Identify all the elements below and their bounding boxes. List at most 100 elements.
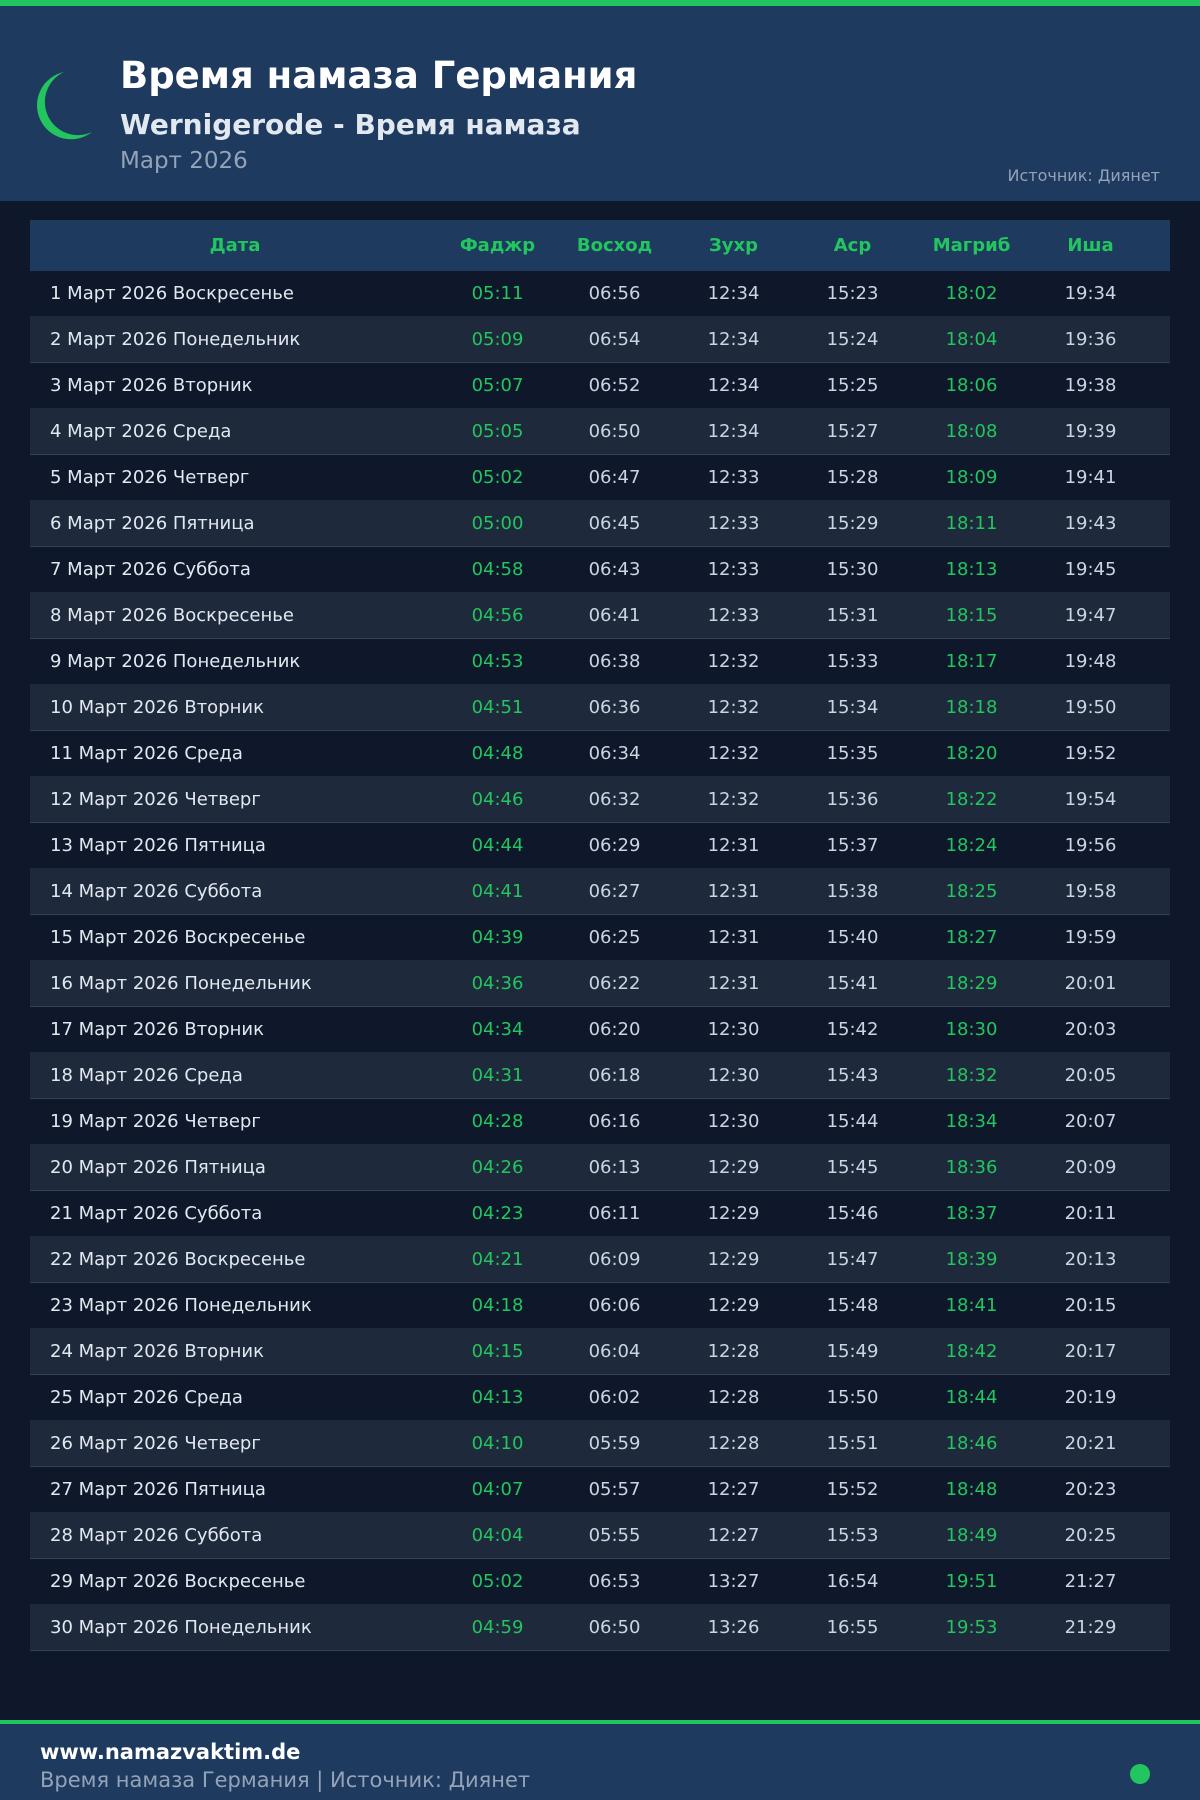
- time-cell: 18:36: [945, 1157, 998, 1178]
- time-cell: 06:09: [588, 1249, 641, 1270]
- table-row: 16 Март 2026 Понедельник 04:36 06:22 12:31 1…: [30, 961, 1170, 1007]
- time-cell: 20:13: [1064, 1249, 1117, 1270]
- time-cell: 12:28: [707, 1341, 760, 1362]
- status-dot-icon: [1130, 1764, 1150, 1784]
- time-cell: 04:07: [471, 1479, 524, 1500]
- time-cell: 15:48: [826, 1295, 879, 1316]
- time-cell: 12:29: [707, 1295, 760, 1316]
- time-cell: 20:01: [1064, 973, 1117, 994]
- time-cell: 19:51: [945, 1571, 998, 1592]
- time-cell: 15:35: [826, 743, 879, 764]
- time-cell: 06:52: [588, 375, 641, 396]
- time-cell: 18:06: [945, 375, 998, 396]
- date-cell: 27 Март 2026 Пятница: [50, 1479, 266, 1500]
- time-cell: 05:07: [471, 375, 524, 396]
- time-cell: 06:06: [588, 1295, 641, 1316]
- time-cell: 12:33: [707, 467, 760, 488]
- time-cell: 15:44: [826, 1111, 879, 1132]
- time-cell: 04:26: [471, 1157, 524, 1178]
- time-cell: 15:34: [826, 697, 879, 718]
- time-cell: 06:22: [588, 973, 641, 994]
- time-cell: 18:34: [945, 1111, 998, 1132]
- time-cell: 06:38: [588, 651, 641, 672]
- time-cell: 18:44: [945, 1387, 998, 1408]
- time-cell: 18:25: [945, 881, 998, 902]
- time-cell: 06:25: [588, 927, 641, 948]
- time-cell: 06:29: [588, 835, 641, 856]
- time-cell: 06:45: [588, 513, 641, 534]
- time-cell: 19:39: [1064, 421, 1117, 442]
- time-cell: 12:29: [707, 1203, 760, 1224]
- time-cell: 06:34: [588, 743, 641, 764]
- date-cell: 25 Март 2026 Среда: [50, 1387, 243, 1408]
- table-row: 7 Март 2026 Суббота 04:58 06:43 12:33 15:30 1…: [30, 547, 1170, 593]
- time-cell: 19:36: [1064, 329, 1117, 350]
- time-cell: 15:30: [826, 559, 879, 580]
- date-cell: 14 Март 2026 Суббота: [50, 881, 263, 902]
- table-row: 17 Март 2026 Вторник 04:34 06:20 12:30 15:42…: [30, 1007, 1170, 1053]
- date-cell: 12 Март 2026 Четверг: [50, 789, 261, 810]
- time-cell: 18:22: [945, 789, 998, 810]
- time-cell: 20:05: [1064, 1065, 1117, 1086]
- table-row: 25 Март 2026 Среда 04:13 06:02 12:28 15:50 18…: [30, 1375, 1170, 1421]
- time-cell: 05:02: [471, 1571, 524, 1592]
- time-cell: 18:27: [945, 927, 998, 948]
- time-cell: 18:04: [945, 329, 998, 350]
- time-cell: 19:56: [1064, 835, 1117, 856]
- table-row: 29 Март 2026 Воскресенье 05:02 06:53 13:27 1…: [30, 1559, 1170, 1605]
- time-cell: 12:28: [707, 1433, 760, 1454]
- time-cell: 04:56: [471, 605, 524, 626]
- time-cell: 06:18: [588, 1065, 641, 1086]
- time-cell: 05:55: [588, 1525, 641, 1546]
- table-row: 21 Март 2026 Суббота 04:23 06:11 12:29 15:46…: [30, 1191, 1170, 1237]
- table-row: 8 Март 2026 Воскресенье 04:56 06:41 12:33 15…: [30, 593, 1170, 639]
- page-header: Время намаза Германия Wernigerode - Врем…: [0, 6, 1200, 201]
- time-cell: 04:36: [471, 973, 524, 994]
- time-cell: 15:29: [826, 513, 879, 534]
- column-header: Иша: [1067, 235, 1114, 256]
- time-cell: 19:50: [1064, 697, 1117, 718]
- time-cell: 06:32: [588, 789, 641, 810]
- date-cell: 23 Март 2026 Понедельник: [50, 1295, 312, 1316]
- table-row: 24 Март 2026 Вторник 04:15 06:04 12:28 15:49…: [30, 1329, 1170, 1375]
- month-label: Март 2026: [120, 148, 248, 174]
- time-cell: 12:30: [707, 1019, 760, 1040]
- time-cell: 04:48: [471, 743, 524, 764]
- page-title: Время намаза Германия: [120, 54, 638, 97]
- time-cell: 04:34: [471, 1019, 524, 1040]
- table-row: 26 Март 2026 Четверг 04:10 05:59 12:28 15:51…: [30, 1421, 1170, 1467]
- site-link[interactable]: www.namazvaktim.de: [40, 1740, 301, 1764]
- time-cell: 12:27: [707, 1525, 760, 1546]
- time-cell: 04:51: [471, 697, 524, 718]
- time-cell: 20:09: [1064, 1157, 1117, 1178]
- table-row: 15 Март 2026 Воскресенье 04:39 06:25 12:31 1…: [30, 915, 1170, 961]
- table-row: 10 Март 2026 Вторник 04:51 06:36 12:32 15:34…: [30, 685, 1170, 731]
- column-header: Зухр: [708, 235, 759, 256]
- time-cell: 04:21: [471, 1249, 524, 1270]
- table-row: 22 Март 2026 Воскресенье 04:21 06:09 12:29 1…: [30, 1237, 1170, 1283]
- time-cell: 18:46: [945, 1433, 998, 1454]
- time-cell: 04:46: [471, 789, 524, 810]
- time-cell: 12:34: [707, 329, 760, 350]
- column-header: Магриб: [932, 235, 1011, 256]
- time-cell: 06:50: [588, 421, 641, 442]
- time-cell: 15:42: [826, 1019, 879, 1040]
- date-cell: 16 Март 2026 Понедельник: [50, 973, 312, 994]
- time-cell: 15:36: [826, 789, 879, 810]
- time-cell: 19:52: [1064, 743, 1117, 764]
- time-cell: 13:26: [707, 1617, 760, 1638]
- time-cell: 15:31: [826, 605, 879, 626]
- time-cell: 15:37: [826, 835, 879, 856]
- time-cell: 18:48: [945, 1479, 998, 1500]
- time-cell: 19:45: [1064, 559, 1117, 580]
- table-row: 19 Март 2026 Четверг 04:28 06:16 12:30 15:44…: [30, 1099, 1170, 1145]
- time-cell: 12:33: [707, 513, 760, 534]
- time-cell: 19:34: [1064, 283, 1117, 304]
- date-cell: 4 Март 2026 Среда: [50, 421, 232, 442]
- time-cell: 15:25: [826, 375, 879, 396]
- table-row: 3 Март 2026 Вторник 05:07 06:52 12:34 15:25 1…: [30, 363, 1170, 409]
- time-cell: 20:25: [1064, 1525, 1117, 1546]
- date-cell: 10 Март 2026 Вторник: [50, 697, 264, 718]
- time-cell: 12:31: [707, 973, 760, 994]
- time-cell: 20:23: [1064, 1479, 1117, 1500]
